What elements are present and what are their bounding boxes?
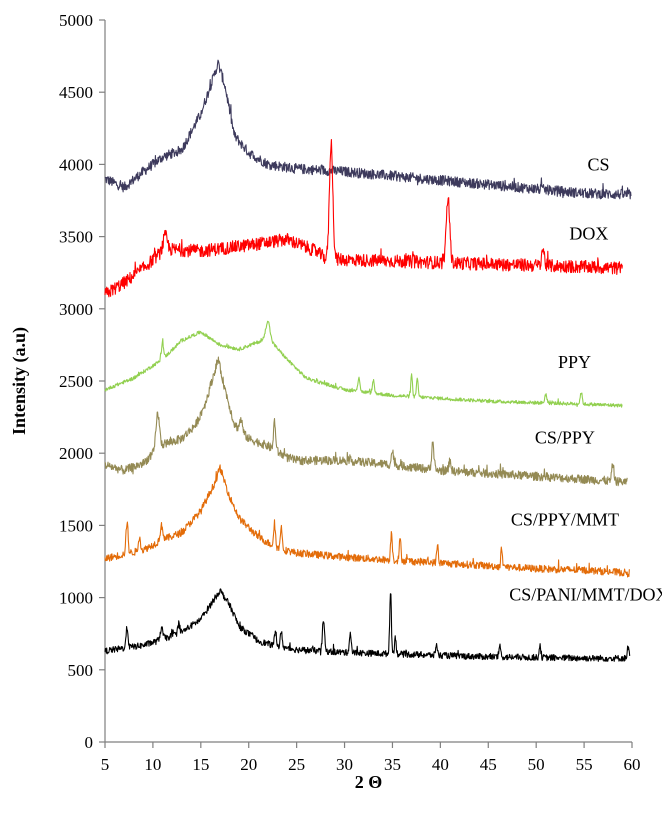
y-tick-label: 1000 bbox=[59, 589, 93, 608]
y-tick-label: 3500 bbox=[59, 228, 93, 247]
y-tick-label: 4500 bbox=[59, 83, 93, 102]
series-line-1 bbox=[104, 59, 632, 200]
series-line-3 bbox=[104, 320, 623, 408]
series-label: CS/PPY bbox=[535, 427, 595, 447]
series-label: CS/PPY/MMT bbox=[511, 510, 619, 530]
x-tick-label: 45 bbox=[480, 755, 497, 774]
y-tick-label: 0 bbox=[85, 733, 94, 752]
y-tick-label: 2000 bbox=[59, 444, 93, 463]
series-label: DOX bbox=[569, 224, 608, 244]
y-tick-label: 5000 bbox=[59, 11, 93, 30]
y-tick-label: 1500 bbox=[59, 516, 93, 535]
series-label: PPY bbox=[558, 352, 591, 372]
x-tick-label: 25 bbox=[288, 755, 305, 774]
x-tick-label: 5 bbox=[101, 755, 110, 774]
y-axis-label: Intensity (a.u) bbox=[9, 327, 30, 435]
x-tick-label: 50 bbox=[528, 755, 545, 774]
series-lines bbox=[104, 59, 632, 662]
x-tick-label: 10 bbox=[144, 755, 161, 774]
x-tick-label: 15 bbox=[192, 755, 209, 774]
x-tick-label: 60 bbox=[624, 755, 641, 774]
series-line-2 bbox=[104, 138, 623, 298]
x-tick-label: 40 bbox=[432, 755, 449, 774]
series-label: CS bbox=[587, 154, 609, 174]
y-tick-label: 3000 bbox=[59, 300, 93, 319]
y-tick-label: 500 bbox=[68, 661, 94, 680]
x-tick-label: 35 bbox=[384, 755, 401, 774]
series-labels: CS DOX PPY CS/PPY CS/PPY/MMT CS/PANI/MMT/DOX bbox=[509, 154, 662, 604]
chart-axes: 0 500 1000 1500 2000 2500 3000 3500 4000 4500 5000… bbox=[59, 11, 641, 774]
x-axis-label: 2 Θ bbox=[355, 772, 383, 792]
y-tick-label: 2500 bbox=[59, 372, 93, 391]
series-line-5 bbox=[104, 464, 630, 578]
series-line-4 bbox=[104, 356, 628, 487]
series-label: CS/PANI/MMT/DOX bbox=[509, 585, 662, 605]
x-tick-label: 55 bbox=[576, 755, 593, 774]
x-tick-label: 20 bbox=[240, 755, 257, 774]
y-tick-label: 4000 bbox=[59, 155, 93, 174]
series-line-6 bbox=[104, 588, 631, 662]
x-tick-label: 30 bbox=[336, 755, 353, 774]
